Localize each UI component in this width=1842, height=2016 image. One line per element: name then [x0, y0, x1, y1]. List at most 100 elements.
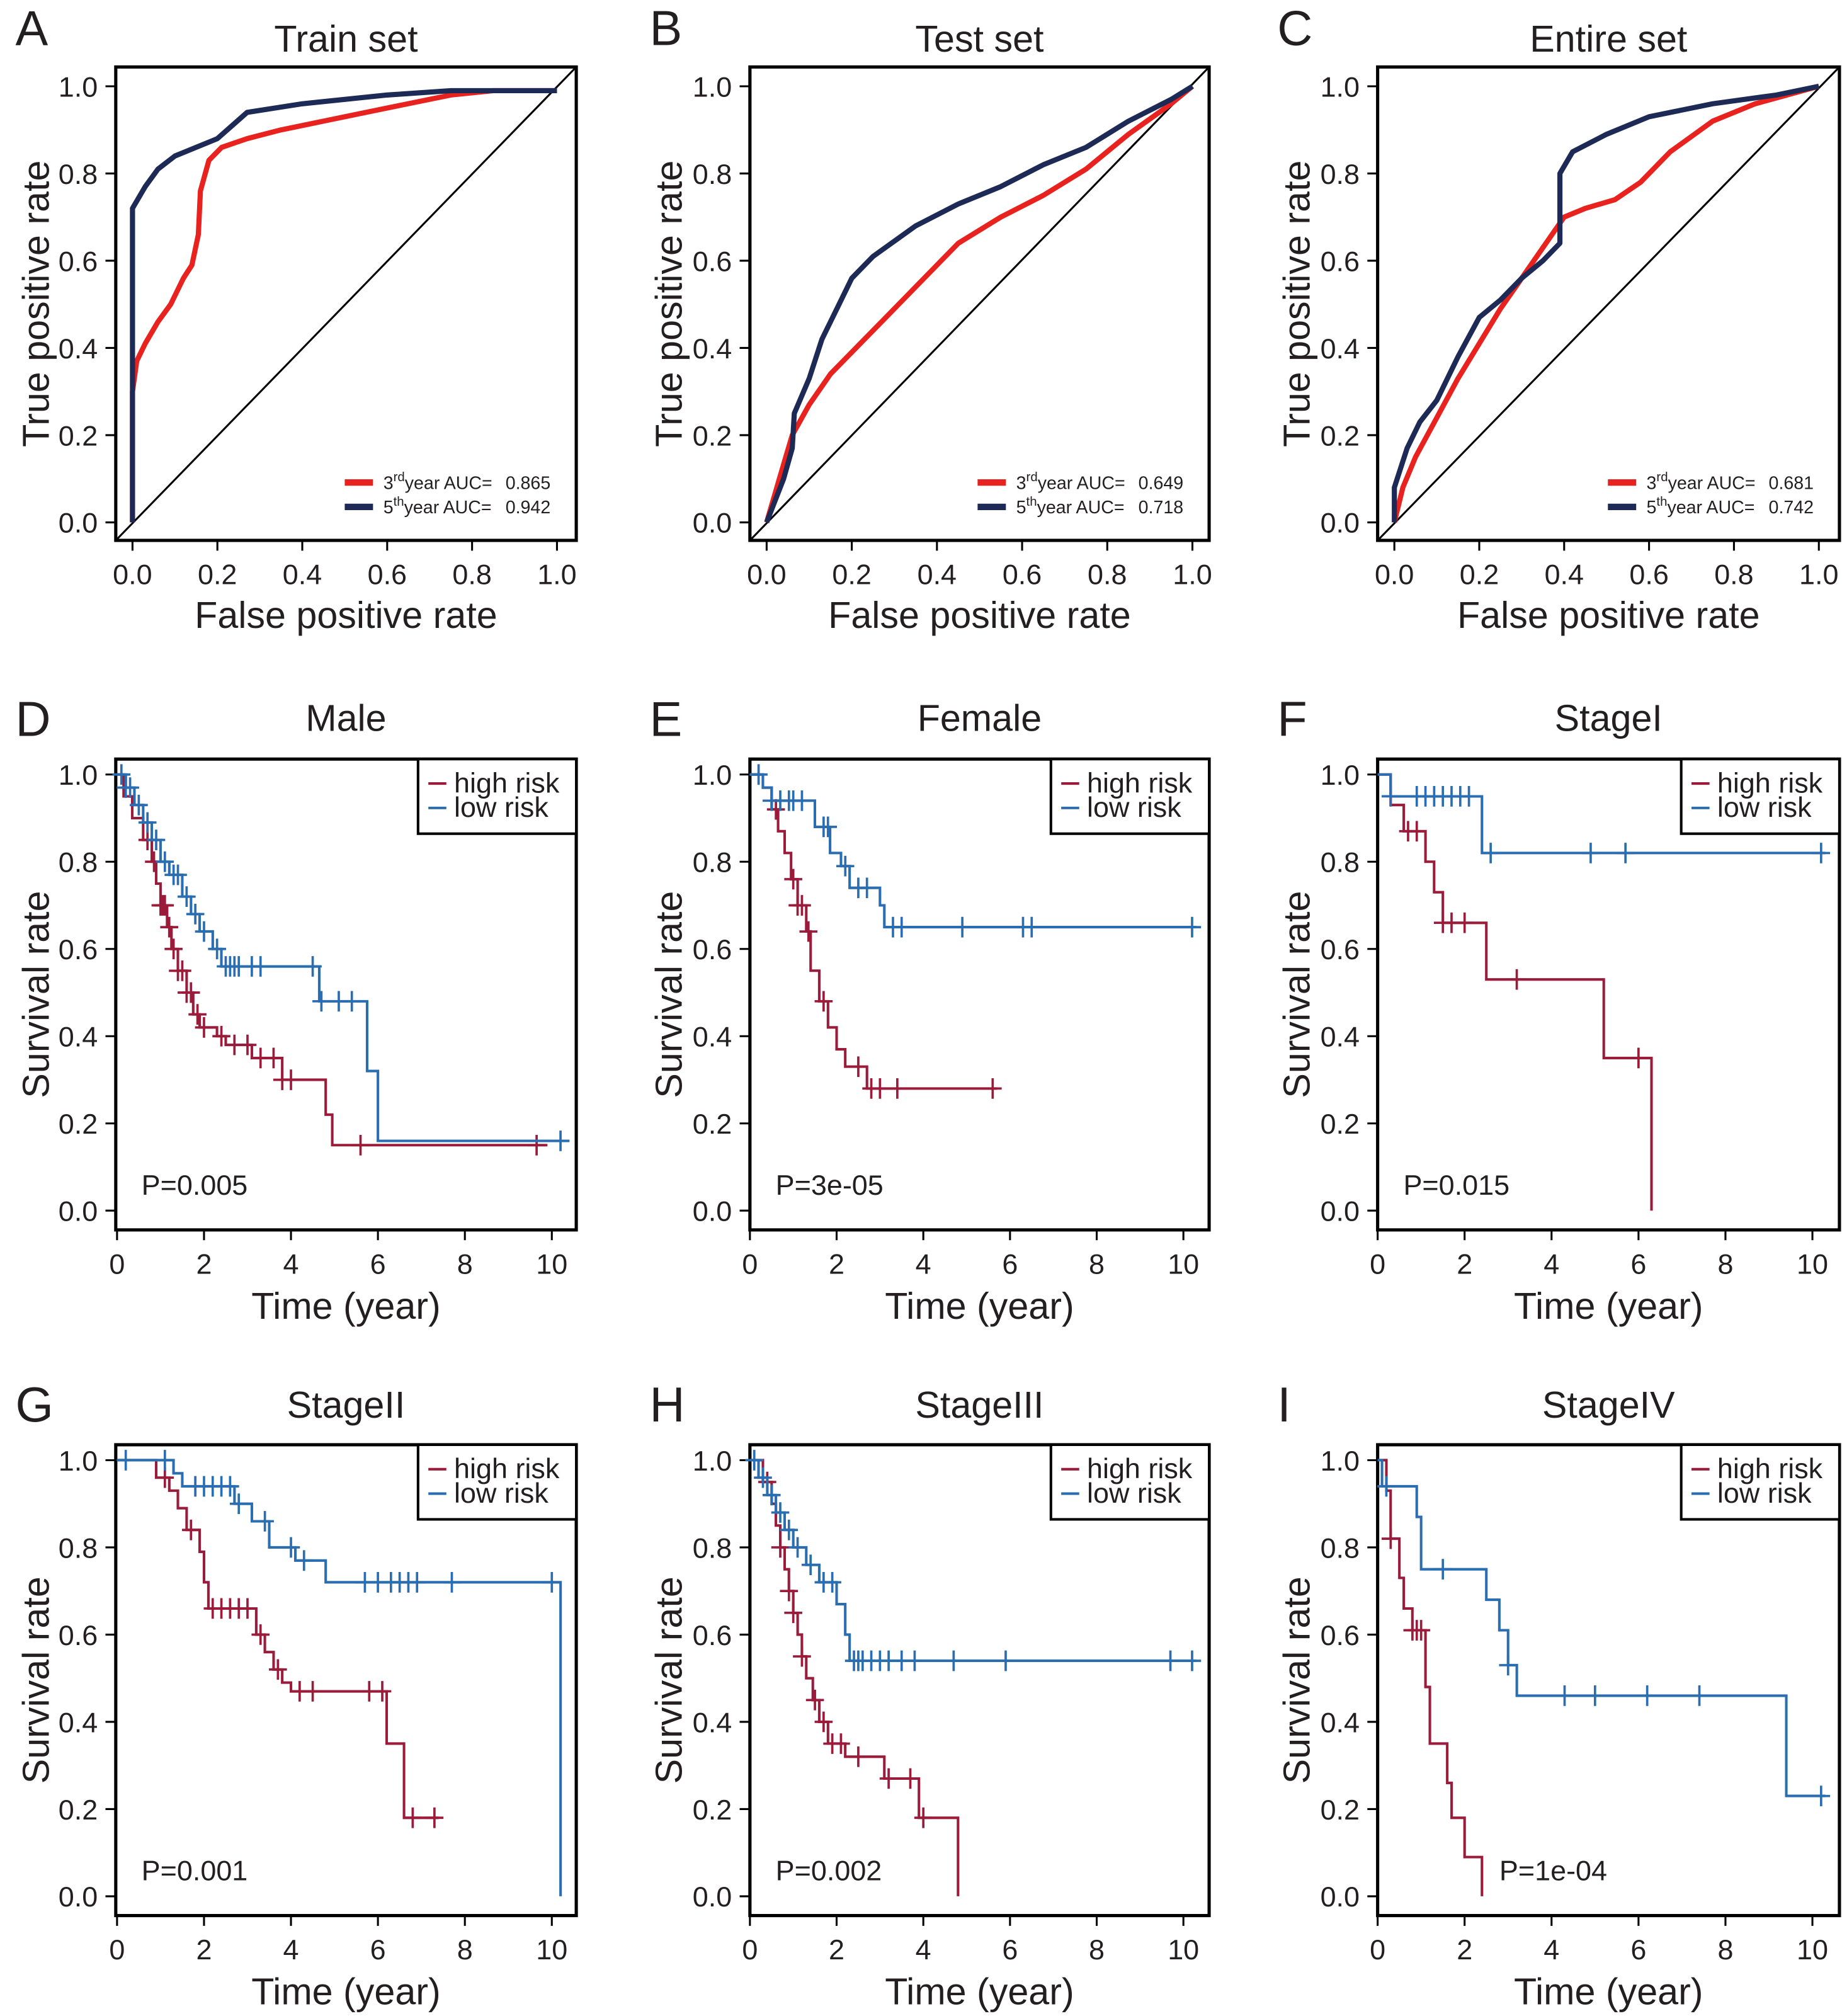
x-tick-label: 2 [829, 1248, 844, 1280]
censor-mark-high-risk [784, 868, 802, 890]
y-tick-label: 0.2 [693, 419, 732, 452]
censor-mark-low-risk [1022, 916, 1041, 938]
legend-label: high risk [454, 766, 560, 799]
y-tick-label: 0.2 [693, 1108, 732, 1140]
roc-curve-3rd-year [1392, 84, 1820, 523]
x-tick-label: 0.6 [1629, 558, 1668, 590]
y-tick-label: 0.8 [1321, 158, 1360, 190]
y-tick-label: 0.6 [1321, 933, 1360, 965]
legend-ordinal: 3 [1647, 473, 1657, 493]
censor-mark-low-risk [130, 794, 148, 816]
legend-box [1049, 758, 1211, 835]
censor-mark-low-risk [749, 764, 768, 785]
y-tick-label: 0.6 [693, 1619, 732, 1651]
censor-mark-high-risk [156, 895, 174, 916]
censor-mark-low-risk [745, 1450, 764, 1471]
x-tick-label: 0.8 [1714, 558, 1753, 590]
legend-label: 5thyear AUC= [384, 495, 492, 518]
panel-f: F StageI 0.0 0.2 0.4 0.6 0.8 1.0 0 2 4 6 8 10 Time (ye… [1275, 692, 1841, 1327]
legend-label: low risk [1087, 1477, 1181, 1509]
x-tick-label: 8 [1717, 1933, 1733, 1966]
x-tick-label: 0.4 [1545, 558, 1584, 590]
legend-text: year AUC= [1038, 473, 1125, 493]
legend-label: 3rdyear AUC= [384, 470, 492, 493]
km-curve-low-risk [117, 1459, 562, 1896]
censor-mark-high-risk [1508, 969, 1526, 990]
censor-mark-high-risk [984, 1078, 1002, 1099]
x-tick-label: 10 [1168, 1248, 1199, 1280]
reference-diagonal [115, 66, 577, 542]
censor-mark-low-risk [1638, 1685, 1656, 1706]
legend-ordinal: 3 [1016, 473, 1026, 493]
censor-mark-low-risk [771, 1502, 790, 1523]
censor-mark-high-risk [527, 1135, 546, 1156]
x-tick-label: 8 [1089, 1248, 1105, 1280]
y-tick-label: 0.4 [59, 1706, 98, 1738]
legend-text: year AUC= [1037, 498, 1125, 518]
censor-mark-low-risk [1183, 1650, 1202, 1671]
legend-text: year AUC= [1667, 498, 1754, 518]
y-tick-label: 0.2 [1321, 1794, 1360, 1826]
y-tick-label: 0.0 [1321, 1195, 1360, 1227]
legend-suffix: rd [1656, 470, 1668, 484]
x-tick-label: 8 [1717, 1248, 1733, 1280]
x-tick-label: 10 [1797, 1248, 1828, 1280]
censor-mark-high-risk [849, 1746, 868, 1767]
plot-frame [1376, 1443, 1841, 1918]
plot-frame [748, 757, 1211, 1232]
legend-label: low risk [1717, 1477, 1812, 1509]
panel-e: E Female 0.0 0.2 0.4 0.6 0.8 1.0 0 2 4 6 8 10 Time (ye… [648, 692, 1211, 1327]
km-curve-high-risk [117, 1459, 439, 1820]
legend-label: high risk [1087, 1452, 1193, 1484]
y-tick-label: 0.4 [1321, 333, 1360, 365]
censor-mark-high-risk [304, 1681, 322, 1702]
censor-mark-low-risk [754, 1467, 772, 1488]
censor-mark-low-risk [858, 877, 876, 899]
legend-label: low risk [454, 791, 549, 823]
y-tick-label: 0.0 [693, 1195, 732, 1227]
censor-mark-high-risk [160, 916, 179, 938]
legend-ordinal: 5 [384, 498, 394, 518]
censor-mark-low-risk [229, 1493, 248, 1515]
x-tick-label: 6 [1630, 1248, 1646, 1280]
censor-mark-low-risk [156, 1450, 174, 1471]
x-tick-label: 8 [1089, 1933, 1105, 1966]
y-tick-label: 0.4 [693, 1021, 732, 1053]
censor-mark-low-risk [1382, 786, 1400, 807]
censor-mark-low-risk [312, 991, 331, 1012]
y-tick-label: 1.0 [59, 71, 98, 103]
censor-mark-low-risk [186, 904, 205, 925]
censor-mark-low-risk [542, 1572, 561, 1593]
panel-c: C Entire set 0.0 0.2 0.4 0.6 0.8 1.0 0.0 0.2 0.4 0.… [1275, 2, 1841, 636]
y-tick-label: 0.4 [59, 333, 98, 365]
y-tick-label: 0.8 [693, 158, 732, 190]
panel-letter: D [16, 692, 51, 746]
p-value: P=0.015 [1403, 1169, 1509, 1201]
y-tick-label: 1.0 [1321, 1445, 1360, 1477]
y-tick-label: 0.8 [1321, 1532, 1360, 1564]
x-tick-label: 0.2 [1460, 558, 1499, 590]
y-tick-label: 0.0 [59, 507, 98, 539]
panel-a: A Train set 0.0 0.2 0.4 0.6 0.8 1.0 0.0 0.2 0.4 0.6… [15, 2, 578, 636]
chart-title: StageI [1555, 697, 1663, 739]
roc-curve-3rd-year [130, 88, 557, 523]
x-tick-label: 0 [1370, 1933, 1385, 1966]
legend-suffix: th [1026, 495, 1037, 509]
censor-mark-high-risk [780, 1580, 799, 1602]
panel-letter: I [1277, 1378, 1291, 1432]
x-axis-label: Time (year) [885, 1285, 1074, 1327]
legend-suffix: rd [394, 470, 405, 484]
censor-mark-low-risk [1183, 916, 1202, 938]
p-value: P=0.005 [142, 1169, 248, 1201]
panel-letter: G [16, 1378, 54, 1432]
x-tick-label: 1.0 [1173, 558, 1212, 590]
censor-mark-high-risk [251, 1624, 270, 1645]
censor-mark-high-risk [888, 1078, 907, 1099]
censor-mark-high-risk [281, 1069, 300, 1090]
censor-mark-high-risk [849, 1056, 868, 1078]
censor-mark-high-risk [1455, 912, 1474, 933]
x-tick-label: 2 [196, 1248, 212, 1280]
y-tick-label: 1.0 [1321, 759, 1360, 791]
censor-mark-low-risk [117, 1450, 135, 1471]
y-tick-label: 1.0 [59, 1445, 98, 1477]
